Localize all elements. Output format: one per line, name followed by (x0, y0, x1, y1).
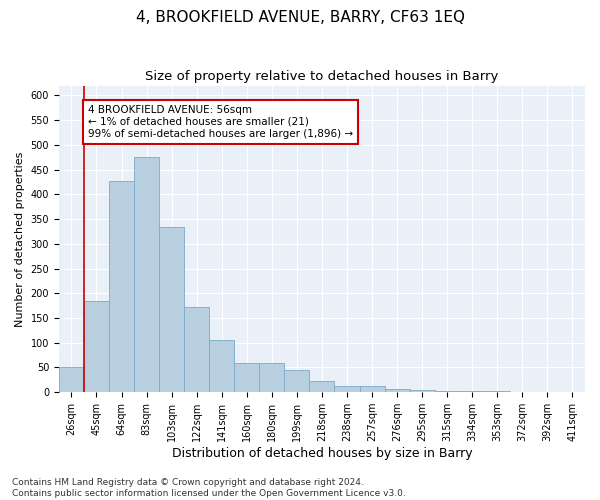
Title: Size of property relative to detached houses in Barry: Size of property relative to detached ho… (145, 70, 499, 83)
Bar (460, 390, 485, 392)
Bar (134, 158, 159, 392)
Bar (485, 391, 510, 392)
Bar (359, 386, 385, 392)
Bar (284, 370, 310, 392)
Bar (209, 340, 234, 392)
Bar (109, 180, 134, 392)
Y-axis label: Number of detached properties: Number of detached properties (15, 151, 25, 326)
Bar (184, 307, 209, 392)
Bar (259, 362, 284, 392)
Bar (234, 362, 259, 392)
Text: 4, BROOKFIELD AVENUE, BARRY, CF63 1EQ: 4, BROOKFIELD AVENUE, BARRY, CF63 1EQ (136, 10, 464, 25)
Bar (434, 390, 460, 392)
Text: 4 BROOKFIELD AVENUE: 56sqm
← 1% of detached houses are smaller (21)
99% of semi-: 4 BROOKFIELD AVENUE: 56sqm ← 1% of detac… (88, 106, 353, 138)
Bar (410, 390, 434, 392)
Text: Contains HM Land Registry data © Crown copyright and database right 2024.
Contai: Contains HM Land Registry data © Crown c… (12, 478, 406, 498)
Bar (385, 389, 410, 392)
Bar (59, 368, 84, 392)
Bar (84, 300, 109, 392)
X-axis label: Distribution of detached houses by size in Barry: Distribution of detached houses by size … (172, 447, 472, 460)
Bar (310, 382, 334, 392)
Bar (334, 386, 359, 392)
Bar (159, 226, 184, 392)
